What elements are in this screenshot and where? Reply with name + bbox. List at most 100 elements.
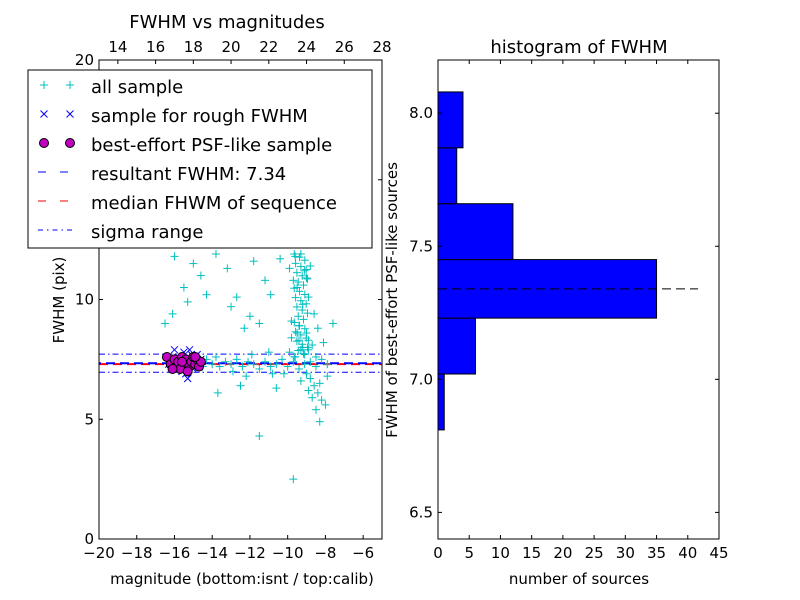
- all-sample-point: [303, 274, 312, 283]
- all-sample-point: [296, 330, 305, 339]
- all-sample-point: [315, 379, 324, 388]
- all-sample-point: [292, 302, 301, 311]
- legend-symbol-best-sample: [39, 138, 49, 148]
- legend-label-resultant-fwhm: resultant FWHM: 7.34: [91, 164, 286, 185]
- all-sample-point: [294, 346, 303, 355]
- hist-x-tick-label: 30: [616, 544, 635, 562]
- all-sample-point: [247, 350, 256, 359]
- all-sample-point: [298, 306, 307, 315]
- all-sample-point: [238, 362, 247, 371]
- hist-y-tick-label: 7.5: [409, 237, 433, 255]
- top-x-tick-label: 24: [297, 38, 316, 56]
- hist-x-tick-label: 40: [678, 544, 697, 562]
- all-sample-point: [291, 293, 300, 302]
- all-sample-point: [240, 324, 249, 333]
- hist-x-tick-label: 25: [585, 544, 604, 562]
- all-sample-point: [255, 432, 264, 441]
- top-x-tick-label: 22: [259, 38, 278, 56]
- y-tick-label: 0: [84, 530, 94, 548]
- right-plot-title: histogram of FWHM: [490, 37, 667, 58]
- all-sample-point: [291, 259, 300, 268]
- all-sample-point: [295, 287, 304, 296]
- right-y-axis-label: FWHM of best-effort PSF-like sources: [383, 162, 401, 438]
- top-x-tick-label: 16: [146, 38, 165, 56]
- legend-label-sigma-range: sigma range: [91, 222, 203, 243]
- fwhm-histogram-plot: 0 5 10 15 20 25 30 35 40 45 6.5 7.0 7.5 8.0 histogram…: [383, 37, 729, 588]
- all-sample-point: [211, 352, 220, 361]
- legend-symbol-best-sample: [65, 138, 75, 148]
- all-sample-point: [328, 319, 337, 328]
- top-x-tick-label: 14: [108, 38, 127, 56]
- all-sample-point: [308, 341, 317, 350]
- all-sample-point: [208, 360, 217, 369]
- all-sample-point: [313, 324, 322, 333]
- hist-x-tick-label: 20: [553, 544, 572, 562]
- all-sample-point: [221, 357, 230, 366]
- left-axis-ticks: −20 −18 −16 −14 −12 −10 −8 −6 14 16 18 20 22 24 26 28 0 5…: [75, 38, 392, 562]
- all-sample-point: [304, 386, 313, 395]
- all-sample-point: [298, 340, 307, 349]
- all-sample-point: [300, 290, 309, 299]
- all-sample-point: [290, 352, 299, 361]
- rough-sample-point: [170, 345, 179, 354]
- all-sample-point: [295, 253, 304, 262]
- histogram-bar: [437, 147, 458, 205]
- best-sample-point: [177, 356, 188, 367]
- all-sample-point: [223, 264, 232, 273]
- all-sample-point: [300, 350, 309, 359]
- y-tick-label: 20: [75, 51, 94, 69]
- all-sample-point: [294, 364, 303, 373]
- all-sample-point: [296, 262, 305, 271]
- all-sample-point: [179, 283, 188, 292]
- all-sample-point: [300, 324, 309, 333]
- all-sample-point: [266, 290, 275, 299]
- all-sample-point: [299, 281, 308, 290]
- y-tick-label: 5: [84, 410, 94, 428]
- best-sample-point: [167, 363, 178, 374]
- best-sample-point: [190, 351, 201, 362]
- all-sample-point: [306, 357, 315, 366]
- all-sample-point: [313, 388, 322, 397]
- histogram-bar: [437, 203, 514, 261]
- all-sample-point: [292, 268, 301, 277]
- all-sample-point: [292, 337, 301, 346]
- legend-symbol-all-sample: [66, 81, 74, 89]
- rough-sample-point: [185, 345, 194, 354]
- all-sample-point: [310, 381, 319, 390]
- histogram-bar: [437, 317, 476, 375]
- all-sample-point: [202, 290, 211, 299]
- histogram-bars: [437, 91, 699, 431]
- all-sample-point: [310, 309, 319, 318]
- all-sample-point: [315, 417, 324, 426]
- all-sample-point: [249, 257, 258, 266]
- all-sample-point: [303, 309, 312, 318]
- all-sample-point: [161, 319, 170, 328]
- left-y-axis-label: FWHM (pix): [50, 257, 68, 344]
- all-sample-point: [294, 278, 303, 287]
- all-sample-point: [298, 271, 307, 280]
- all-sample-point: [294, 336, 303, 345]
- all-sample-point: [189, 259, 198, 268]
- legend-label-median-fwhm: median FHWM of sequence: [91, 193, 337, 214]
- left-plot-title: FWHM vs magnitudes: [129, 12, 324, 33]
- hist-x-tick-label: 10: [491, 544, 510, 562]
- all-sample-point: [261, 276, 270, 285]
- all-sample-point: [183, 297, 192, 306]
- all-sample-point: [300, 360, 309, 369]
- all-sample-point: [289, 357, 298, 366]
- x-tick-label: −8: [314, 544, 336, 562]
- x-tick-label: −6: [352, 544, 374, 562]
- right-plot-frame: [437, 59, 720, 540]
- fwhm-vs-magnitude-plot: −20 −18 −16 −14 −12 −10 −8 −6 14 16 18 20 22 24 26 28 0 5…: [27, 12, 392, 588]
- all-sample-point: [211, 249, 220, 258]
- all-sample-point: [215, 362, 224, 371]
- all-sample-point: [227, 302, 236, 311]
- all-sample-point: [227, 360, 236, 369]
- top-x-tick-label: 26: [335, 38, 354, 56]
- all-sample-point: [311, 362, 320, 371]
- all-sample-point: [278, 355, 287, 364]
- all-sample-point: [268, 369, 277, 378]
- legend-label-best-sample: best-effort PSF-like sample: [91, 135, 332, 156]
- left-scatter-points: [161, 249, 337, 484]
